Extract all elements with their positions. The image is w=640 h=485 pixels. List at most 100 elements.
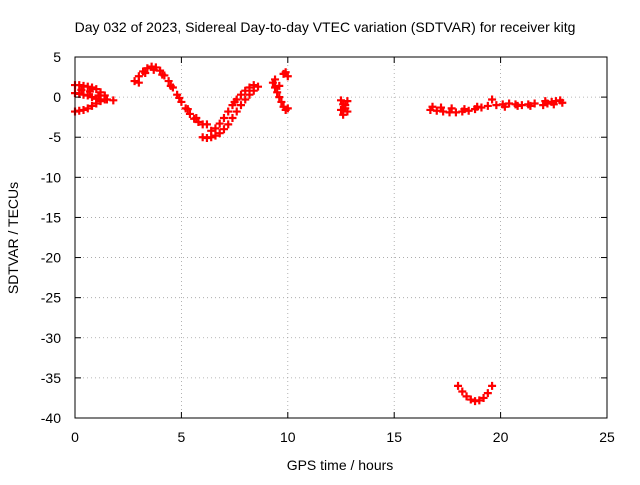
data-point	[277, 97, 286, 106]
x-tick-label: 10	[280, 429, 296, 445]
y-tick-label: -15	[41, 209, 61, 225]
data-point	[96, 97, 105, 106]
data-point	[85, 87, 94, 96]
data-point	[271, 75, 280, 84]
y-axis-title: SDTVAR / TECUs	[5, 182, 21, 294]
data-point	[92, 99, 101, 108]
data-series-3	[198, 81, 263, 143]
data-point	[428, 102, 437, 111]
data-point	[273, 88, 282, 97]
data-point	[130, 77, 139, 86]
data-point	[211, 131, 220, 140]
data-point	[215, 129, 224, 138]
data-point	[194, 117, 203, 126]
data-point	[79, 105, 88, 114]
data-point	[134, 78, 143, 87]
tick-labels-layer: 0 5 10 15 20 25 5 0 -5 -10 -15 -20 -25 -30 -35 -40	[41, 49, 615, 445]
data-point	[211, 124, 220, 133]
data-point	[473, 102, 482, 111]
data-point	[185, 109, 194, 118]
data-point	[202, 120, 211, 129]
data-point	[245, 83, 254, 92]
data-series-9	[454, 381, 497, 406]
data-point	[143, 64, 152, 73]
data-point	[541, 97, 550, 106]
y-tick-label: -30	[41, 330, 61, 346]
data-point	[77, 85, 86, 94]
data-point	[92, 85, 101, 94]
data-point	[224, 120, 233, 129]
data-point	[283, 72, 292, 81]
data-point	[475, 396, 484, 405]
data-point	[83, 104, 92, 113]
data-point	[141, 69, 150, 78]
x-axis-title: GPS time / hours	[287, 457, 394, 473]
y-tick-label: 5	[53, 49, 61, 65]
data-point	[224, 107, 233, 116]
data-point	[109, 96, 118, 105]
data-point	[488, 381, 497, 390]
data-point	[341, 101, 350, 110]
data-point	[281, 68, 290, 77]
data-point	[183, 105, 192, 114]
y-tick-label: 0	[53, 89, 61, 105]
data-point	[337, 105, 345, 114]
data-point	[539, 101, 548, 110]
data-point	[158, 70, 167, 79]
data-point	[166, 81, 175, 90]
data-point	[175, 93, 184, 102]
data-point	[149, 65, 158, 74]
data-point	[228, 113, 237, 122]
data-point	[488, 95, 497, 104]
y-tick-label: -10	[41, 169, 61, 185]
data-point	[236, 101, 245, 110]
y-tick-label: -35	[41, 370, 61, 386]
data-series-4	[268, 68, 292, 114]
data-point	[275, 81, 284, 90]
x-tick-label: 0	[71, 429, 79, 445]
data-point	[283, 104, 292, 113]
data-series-2	[130, 62, 211, 129]
data-point	[236, 90, 245, 99]
data-series-8	[539, 96, 567, 110]
y-tick-label: -40	[41, 410, 61, 426]
x-tick-label: 20	[493, 429, 509, 445]
data-point	[219, 125, 228, 134]
data-point	[88, 93, 97, 102]
data-point	[454, 381, 463, 390]
x-tick-label: 15	[386, 429, 402, 445]
data-point	[177, 97, 186, 106]
data-point	[249, 81, 258, 90]
data-point	[207, 126, 216, 135]
plot-area-frame	[74, 56, 608, 419]
data-point	[500, 102, 509, 111]
data-point	[549, 100, 558, 109]
data-point	[88, 101, 97, 110]
data-point	[513, 101, 522, 110]
data-point	[437, 103, 446, 112]
data-series-6	[426, 95, 497, 117]
data-point	[526, 101, 535, 110]
data-series-7	[492, 99, 539, 111]
y-tick-label: -20	[41, 250, 61, 266]
data-point	[483, 389, 492, 398]
data-point	[558, 98, 567, 107]
data-point	[343, 97, 352, 106]
data-points-layer	[71, 62, 567, 406]
data-point	[88, 83, 97, 92]
data-point	[339, 110, 348, 119]
data-point	[254, 82, 263, 91]
data-series-5	[337, 96, 352, 119]
y-tick-label: -25	[41, 290, 61, 306]
data-point	[530, 99, 539, 108]
data-point	[275, 93, 284, 102]
data-point	[483, 101, 492, 110]
data-point	[215, 119, 224, 128]
data-point	[192, 113, 201, 122]
data-point	[271, 83, 280, 92]
data-point	[462, 392, 471, 401]
grid-layer	[75, 57, 607, 418]
data-point	[464, 106, 473, 115]
